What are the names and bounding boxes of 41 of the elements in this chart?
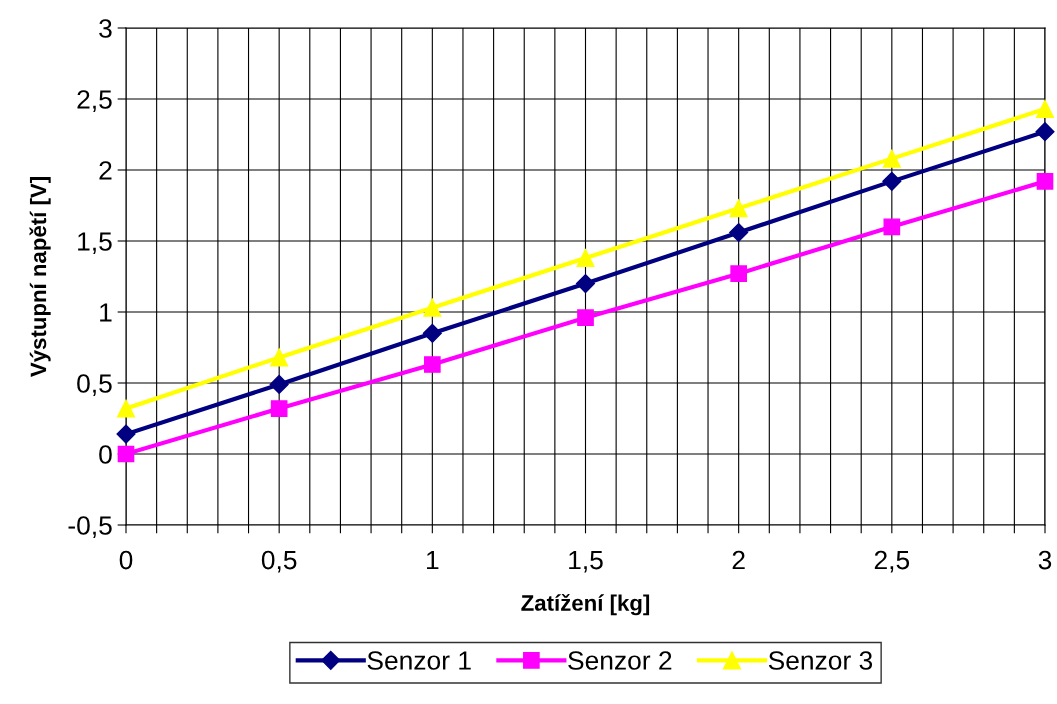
x-tick-label: 0 xyxy=(119,550,133,570)
point xyxy=(577,309,594,327)
y-tick-label: 3 xyxy=(99,19,112,38)
x-tick-label: 1 xyxy=(427,550,439,570)
point xyxy=(116,424,136,444)
point xyxy=(117,445,135,463)
point xyxy=(1035,122,1055,142)
point xyxy=(116,399,136,418)
point xyxy=(270,400,288,417)
point xyxy=(423,298,442,317)
y-tick-label: 2,5 xyxy=(77,90,112,112)
point xyxy=(1035,99,1055,118)
point xyxy=(576,249,595,268)
x-tick-label: 1,5 xyxy=(569,550,603,573)
point xyxy=(729,199,748,218)
point xyxy=(882,171,902,191)
point xyxy=(270,348,289,367)
legend-label: Senzor 1 xyxy=(367,651,471,670)
point xyxy=(882,149,901,168)
point xyxy=(729,222,749,243)
x-tick-label: 2 xyxy=(732,550,745,570)
x-tick-label: 0,5 xyxy=(261,550,297,573)
y-tick-label: 1 xyxy=(100,303,112,322)
y-axis-title: Výstupní napětí [V] xyxy=(29,177,51,377)
point xyxy=(730,265,748,282)
point xyxy=(575,274,596,294)
x-axis-title: Zatížení [kg] xyxy=(521,594,650,616)
point xyxy=(423,356,441,373)
y-tick-label: 0,5 xyxy=(77,374,112,396)
point xyxy=(422,323,442,343)
legend-label: Senzor 3 xyxy=(768,651,873,670)
point xyxy=(269,374,289,394)
y-tick-label: -0,5 xyxy=(68,516,112,538)
x-tick-label: 2,5 xyxy=(874,550,910,573)
legend-label: Senzor 2 xyxy=(568,651,672,670)
point xyxy=(883,218,901,236)
y-tick-label: 0 xyxy=(99,445,112,464)
y-tick-label: 1,5 xyxy=(78,232,112,254)
point xyxy=(1036,173,1054,190)
y-tick-label: 2 xyxy=(99,161,112,180)
x-tick-label: 3 xyxy=(1038,550,1052,570)
